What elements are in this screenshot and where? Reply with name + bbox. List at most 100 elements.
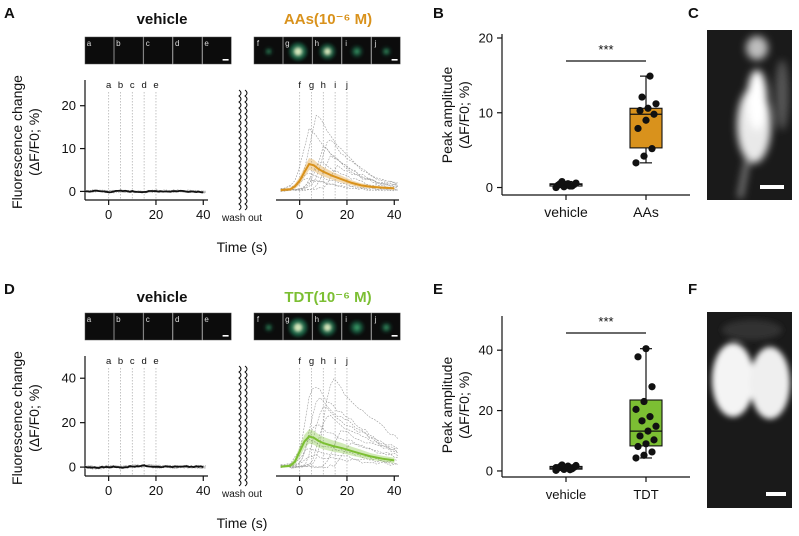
d-frame-left-scalebar [222,335,229,337]
a-drug-trial-1 [280,172,398,192]
panel-b-ylabel-line2: (ΔF/F0; %) [456,81,472,149]
d-drug-trial-7 [280,448,398,468]
d-vehicle-trial-0 [84,464,206,469]
a-frame-right-label-j: j [374,39,377,48]
panel-a-ylabel-line2: (ΔF/F0; %) [26,108,42,176]
e-significance-label: *** [598,314,613,329]
e-point-1-14 [634,353,642,361]
e-point-0-11 [552,464,560,472]
e-point-1-0 [632,454,640,462]
d-xtick-left-label-1: 20 [149,483,163,498]
a-marker-right-label-0: f [298,80,301,91]
d-frame-left-b [114,312,144,341]
a-marker-right-label-2: h [321,80,326,91]
e-point-1-10 [646,413,654,421]
a-ytick-label-0: 0 [69,184,76,199]
d-drug-trial-1 [280,438,398,467]
d-marker-right-label-3: i [334,356,336,367]
d-marker-right-label-1: g [309,356,314,367]
a-xtick-left-label-2: 40 [196,207,210,222]
d-ytick-label-2: 40 [62,371,76,386]
panel-e-ylabel: Peak amplitude (ΔF/F0; %) [439,357,472,454]
panel-a-xlabel: Time (s) [217,239,268,255]
d-xtick-right-label-2: 40 [387,483,401,498]
e-point-1-8 [652,422,660,430]
e-point-1-4 [642,440,650,448]
panel-b: 0 10 20 vehicle AAs *** Peak amplitude (ΔF/F0… [439,31,690,220]
a-break-wave-2 [244,89,248,211]
a-frame-left-c [143,36,173,65]
d-drug-trial-9 [280,397,398,467]
d-marker-right-label-2: h [321,356,326,367]
a-marker-left-label-1: b [118,80,123,91]
d-drug-trial-10 [280,442,398,469]
d-drug-trial-8 [280,414,399,468]
e-point-1-5 [650,436,658,444]
panel-a-wash-out: wash out [221,213,262,224]
panel-c-scale-bar [760,185,784,189]
a-break-wave-1 [238,89,242,211]
panel-e-plot: 0 20 40 vehicle TDT *** [479,314,690,502]
d-frame-left-label-e: e [204,315,209,324]
e-point-1-1 [640,451,648,459]
d-marker-right-label-0: f [298,356,301,367]
d-marker-left-label-1: b [118,356,123,367]
b-xtick-label-0: vehicle [544,204,588,220]
e-point-0-8 [572,461,580,470]
panel-c-micrograph [707,30,792,200]
panel-letter-e: E [433,281,443,298]
d-frame-right-cell-h [323,323,332,332]
d-drug-sem-band [280,429,395,468]
panel-f-micrograph [707,312,792,508]
d-xtick-left-label-2: 40 [196,483,210,498]
a-drug-trial-2 [280,162,398,192]
panel-b-ylabel: Peak amplitude (ΔF/F0; %) [439,67,472,164]
a-drug-trial-7 [280,165,398,191]
e-ytick-label-0: 0 [486,463,493,478]
a-frame-left-b [114,36,144,65]
panel-letter-d: D [4,281,15,298]
panel-letter-c: C [688,5,699,22]
d-frame-left-label-a: a [87,315,92,324]
d-frame-right-cell-i [353,324,361,331]
b-xtick-label-1: AAs [633,204,659,220]
b-point-1-5 [650,110,658,118]
a-drug-trial-8 [280,177,398,192]
a-marker-right-label-4: j [345,80,348,91]
a-frame-right-label-g: g [285,39,289,48]
d-marker-left-label-4: e [153,356,158,367]
panel-a-image-strip: a b c d e f g h i j [84,36,401,65]
a-drug-trial-9 [280,139,398,191]
a-marker-left-label-0: a [106,80,112,91]
panel-a-plot: 0 10 20 0 20 40 0 20 40 a b c d e f g h i j [62,80,402,222]
b-ytick-label-2: 20 [479,31,493,46]
a-frame-left-d [172,36,203,65]
a-frame-right-scalebar [391,59,398,61]
d-break-wave-2 [244,365,248,487]
d-frame-right-cell-f [266,325,271,330]
e-point-1-3 [634,442,642,451]
panel-letter-a: A [4,5,15,22]
a-ytick-label-2: 20 [62,98,76,113]
d-frame-left-label-b: b [116,315,121,324]
e-point-0-10 [566,466,574,474]
d-marker-left-label-0: a [106,356,112,367]
b-point-0-10 [566,182,574,190]
a-frame-right-cell-f [267,49,271,54]
panel-d-ylabel: Fluorescence change (ΔF/F0; %) [9,351,42,485]
panel-d-right-title: TDT(10⁻⁶ M) [284,289,371,306]
e-point-1-7 [644,427,652,435]
d-frame-left-label-c: c [146,315,150,324]
a-frame-right-cell-i [354,48,360,55]
d-frame-right-label-g: g [285,315,289,324]
e-point-1-13 [648,383,656,391]
panel-letter-b: B [433,5,444,22]
a-drug-trial-5 [280,114,398,189]
e-point-1-11 [632,405,640,413]
d-frame-right-label-h: h [315,315,319,324]
d-frame-left-a [84,312,114,341]
a-frame-right-cell-g [293,47,303,56]
a-marker-left-label-4: e [153,80,158,91]
b-point-1-1 [640,152,648,160]
panel-f-cell-right [750,347,790,419]
